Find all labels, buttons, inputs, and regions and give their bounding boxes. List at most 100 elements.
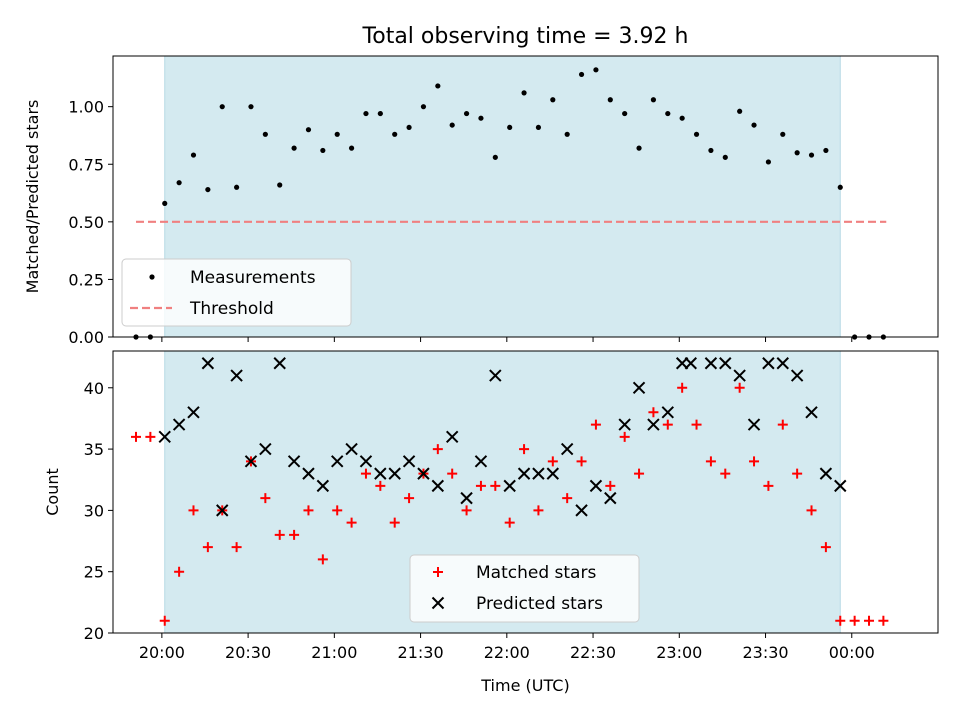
- x-tick-label: 21:00: [311, 643, 357, 662]
- measurement-point: [765, 159, 772, 165]
- legend-matched-marker: [433, 567, 443, 577]
- predicted-star-point: [790, 369, 804, 382]
- bottom-y-tick-label: 20: [84, 624, 104, 643]
- matched-star-point: [662, 419, 673, 430]
- measurement-point: [234, 184, 240, 190]
- predicted-star-point: [431, 479, 445, 493]
- matched-star-point: [519, 444, 530, 455]
- predicted-star-point: [819, 467, 833, 480]
- matched-star-point: [389, 517, 400, 528]
- matched-star-point: [130, 431, 141, 442]
- matched-stars-points: [130, 382, 889, 626]
- predicted-star-point: [762, 357, 775, 370]
- matched-star-point: [303, 505, 314, 516]
- measurement-point: [377, 110, 383, 117]
- predicted-stars-points: [158, 357, 847, 517]
- matched-star-point: [763, 480, 774, 491]
- matched-star-point: [504, 517, 515, 528]
- predicted-star-point: [661, 406, 674, 419]
- predicted-star-point: [647, 418, 660, 431]
- matched-star-point: [777, 419, 788, 430]
- measurement-points: [133, 67, 886, 340]
- top-y-tick-label: 0.25: [68, 270, 104, 289]
- predicted-star-point: [733, 369, 746, 382]
- matched-star-point: [317, 554, 328, 565]
- legend-measurements-marker: [149, 274, 155, 280]
- predicted-star-point: [388, 467, 401, 480]
- matched-star-point: [260, 493, 271, 504]
- matched-star-point: [605, 480, 616, 491]
- measurement-point: [277, 182, 283, 188]
- measurement-point: [392, 131, 398, 137]
- measurement-point: [348, 145, 355, 151]
- matched-star-point: [648, 407, 659, 418]
- predicted-star-point: [503, 479, 516, 493]
- predicted-star-point: [474, 455, 488, 468]
- predicted-star-point: [805, 406, 818, 419]
- legend-predicted-marker: [431, 596, 445, 610]
- bottom-panel: 20 25 30 35 40 20:00 20:30 21:00 21:30 22:00 22:3…: [43, 350, 939, 695]
- measurement-point: [219, 104, 225, 110]
- measurement-point: [622, 110, 628, 117]
- matched-star-point: [806, 505, 817, 516]
- predicted-star-point: [287, 455, 301, 468]
- bottom-axes-frame: [112, 350, 939, 634]
- predicted-star-point: [216, 504, 229, 517]
- predicted-star-point: [747, 418, 761, 431]
- measurement-point: [693, 131, 700, 137]
- measurement-point: [291, 145, 297, 151]
- predicted-star-point: [445, 430, 459, 444]
- matched-star-point: [677, 382, 688, 393]
- measurement-point: [808, 152, 815, 158]
- bottom-y-axis-label: Count: [43, 468, 62, 516]
- bottom-y-tick-label: 40: [84, 379, 104, 398]
- measurement-point: [679, 115, 685, 121]
- matched-star-point: [749, 456, 760, 467]
- measurement-point: [262, 131, 268, 137]
- legend-matched-label: Matched stars: [476, 563, 596, 583]
- matched-star-point: [432, 444, 443, 455]
- measurement-point: [320, 147, 326, 154]
- measurement-point: [837, 184, 843, 190]
- matched-star-point: [404, 493, 415, 504]
- measurement-point: [708, 147, 714, 154]
- top-panel: 0.00 0.25 0.50 0.75 1.00 Matched/Predicted s…: [23, 55, 939, 347]
- bottom-x-ticks: 20:00 20:30 21:00 21:30 22:00 22:30 23:00 23:30…: [139, 633, 875, 662]
- top-x-ticks: [161, 337, 853, 342]
- measurement-point: [607, 97, 613, 103]
- matched-star-point: [289, 529, 300, 540]
- measurement-point: [248, 104, 254, 110]
- measurement-point: [751, 122, 757, 128]
- matched-star-point: [475, 480, 486, 491]
- predicted-star-point: [158, 430, 171, 444]
- bottom-legend: Matched stars Predicted stars: [409, 554, 640, 623]
- predicted-star-point: [460, 491, 473, 505]
- predicted-star-point: [187, 406, 200, 419]
- measurement-point: [305, 127, 312, 133]
- matched-star-point: [576, 456, 587, 467]
- measurement-point: [737, 108, 743, 114]
- predicted-star-point: [560, 442, 574, 456]
- x-tick-label: 23:30: [742, 643, 788, 662]
- matched-star-point: [174, 566, 185, 577]
- matched-star-point: [820, 542, 831, 553]
- predicted-star-point: [618, 418, 631, 431]
- predicted-star-point: [259, 442, 272, 456]
- measurement-point: [636, 145, 642, 151]
- measurement-point: [593, 67, 599, 73]
- measurement-point: [578, 71, 585, 78]
- measurement-point: [463, 110, 470, 117]
- top-y-axis-label: Matched/Predicted stars: [23, 100, 42, 294]
- measurement-point: [162, 200, 168, 207]
- measurement-point: [794, 150, 800, 156]
- top-y-tick-label: 0.75: [68, 155, 104, 174]
- matched-star-point: [590, 419, 601, 430]
- predicted-star-point: [244, 455, 258, 468]
- x-tick-label: 22:30: [570, 643, 616, 662]
- matched-star-point: [159, 615, 170, 626]
- matched-star-point: [734, 382, 745, 393]
- matched-star-point: [705, 456, 716, 467]
- top-y-tick-label: 0.00: [68, 328, 104, 347]
- measurement-point: [176, 180, 182, 186]
